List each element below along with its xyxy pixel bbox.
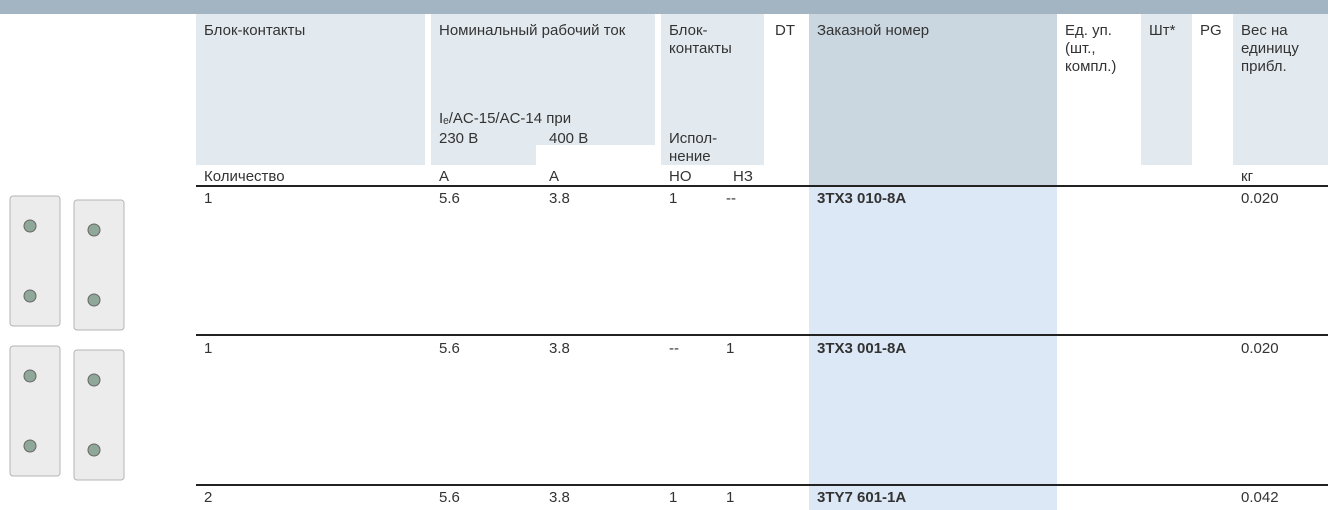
cell: 2 xyxy=(204,489,212,507)
cell: 3TY7 601-1A xyxy=(817,489,906,507)
header-label: DT xyxy=(775,22,795,40)
unit-label: НО xyxy=(669,168,692,186)
cell: 5.6 xyxy=(439,190,460,208)
header-label: Блок-контакты xyxy=(669,22,749,58)
unit-label: Количество xyxy=(204,168,285,186)
unit-label: A xyxy=(549,168,559,186)
header-label: Блок-контакты xyxy=(204,22,305,40)
cell: 1 xyxy=(669,190,677,208)
cell: 1 xyxy=(726,340,734,358)
catalog-page: Блок-контакты Номинальный рабочий ток Iₑ… xyxy=(0,0,1328,510)
row-rule xyxy=(196,334,1328,336)
cell: 3.8 xyxy=(549,190,570,208)
cell: 3.8 xyxy=(549,340,570,358)
row-rule xyxy=(196,185,1328,187)
cell: 3TX3 001-8A xyxy=(817,340,906,358)
cell: 0.020 xyxy=(1241,340,1279,358)
cell: 1 xyxy=(669,489,677,507)
cell: 5.6 xyxy=(439,489,460,507)
header-sub: Испол-нение xyxy=(669,130,729,166)
cell: 3.8 xyxy=(549,489,570,507)
header-label: Номинальный рабочий ток xyxy=(439,22,649,40)
top-band xyxy=(0,0,1328,14)
unit-label: НЗ xyxy=(733,168,753,186)
header-sub: 230 В xyxy=(439,130,478,148)
row-rule xyxy=(196,484,1328,486)
header-cell xyxy=(431,145,536,165)
cell: 1 xyxy=(726,489,734,507)
cell: 5.6 xyxy=(439,340,460,358)
cell: 3TX3 010-8A xyxy=(817,190,906,208)
header-sub: 400 В xyxy=(549,130,588,148)
unit-label: кг xyxy=(1241,168,1253,186)
header-sub: Iₑ/AC-15/AC-14 при xyxy=(439,110,571,128)
cell: 0.020 xyxy=(1241,190,1279,208)
product-images xyxy=(0,186,140,510)
cell: 0.042 xyxy=(1241,489,1279,507)
header-label: Ед. уп. (шт., компл.) xyxy=(1065,22,1131,76)
header-label: Вес на единицу прибл. xyxy=(1241,22,1316,76)
header-label: Шт* xyxy=(1149,22,1175,40)
cell: 1 xyxy=(204,190,212,208)
header-label: Заказной номер xyxy=(817,22,929,40)
cell: -- xyxy=(669,340,679,358)
cell: -- xyxy=(726,190,736,208)
cell: 1 xyxy=(204,340,212,358)
header-label: PG xyxy=(1200,22,1222,40)
unit-label: A xyxy=(439,168,449,186)
